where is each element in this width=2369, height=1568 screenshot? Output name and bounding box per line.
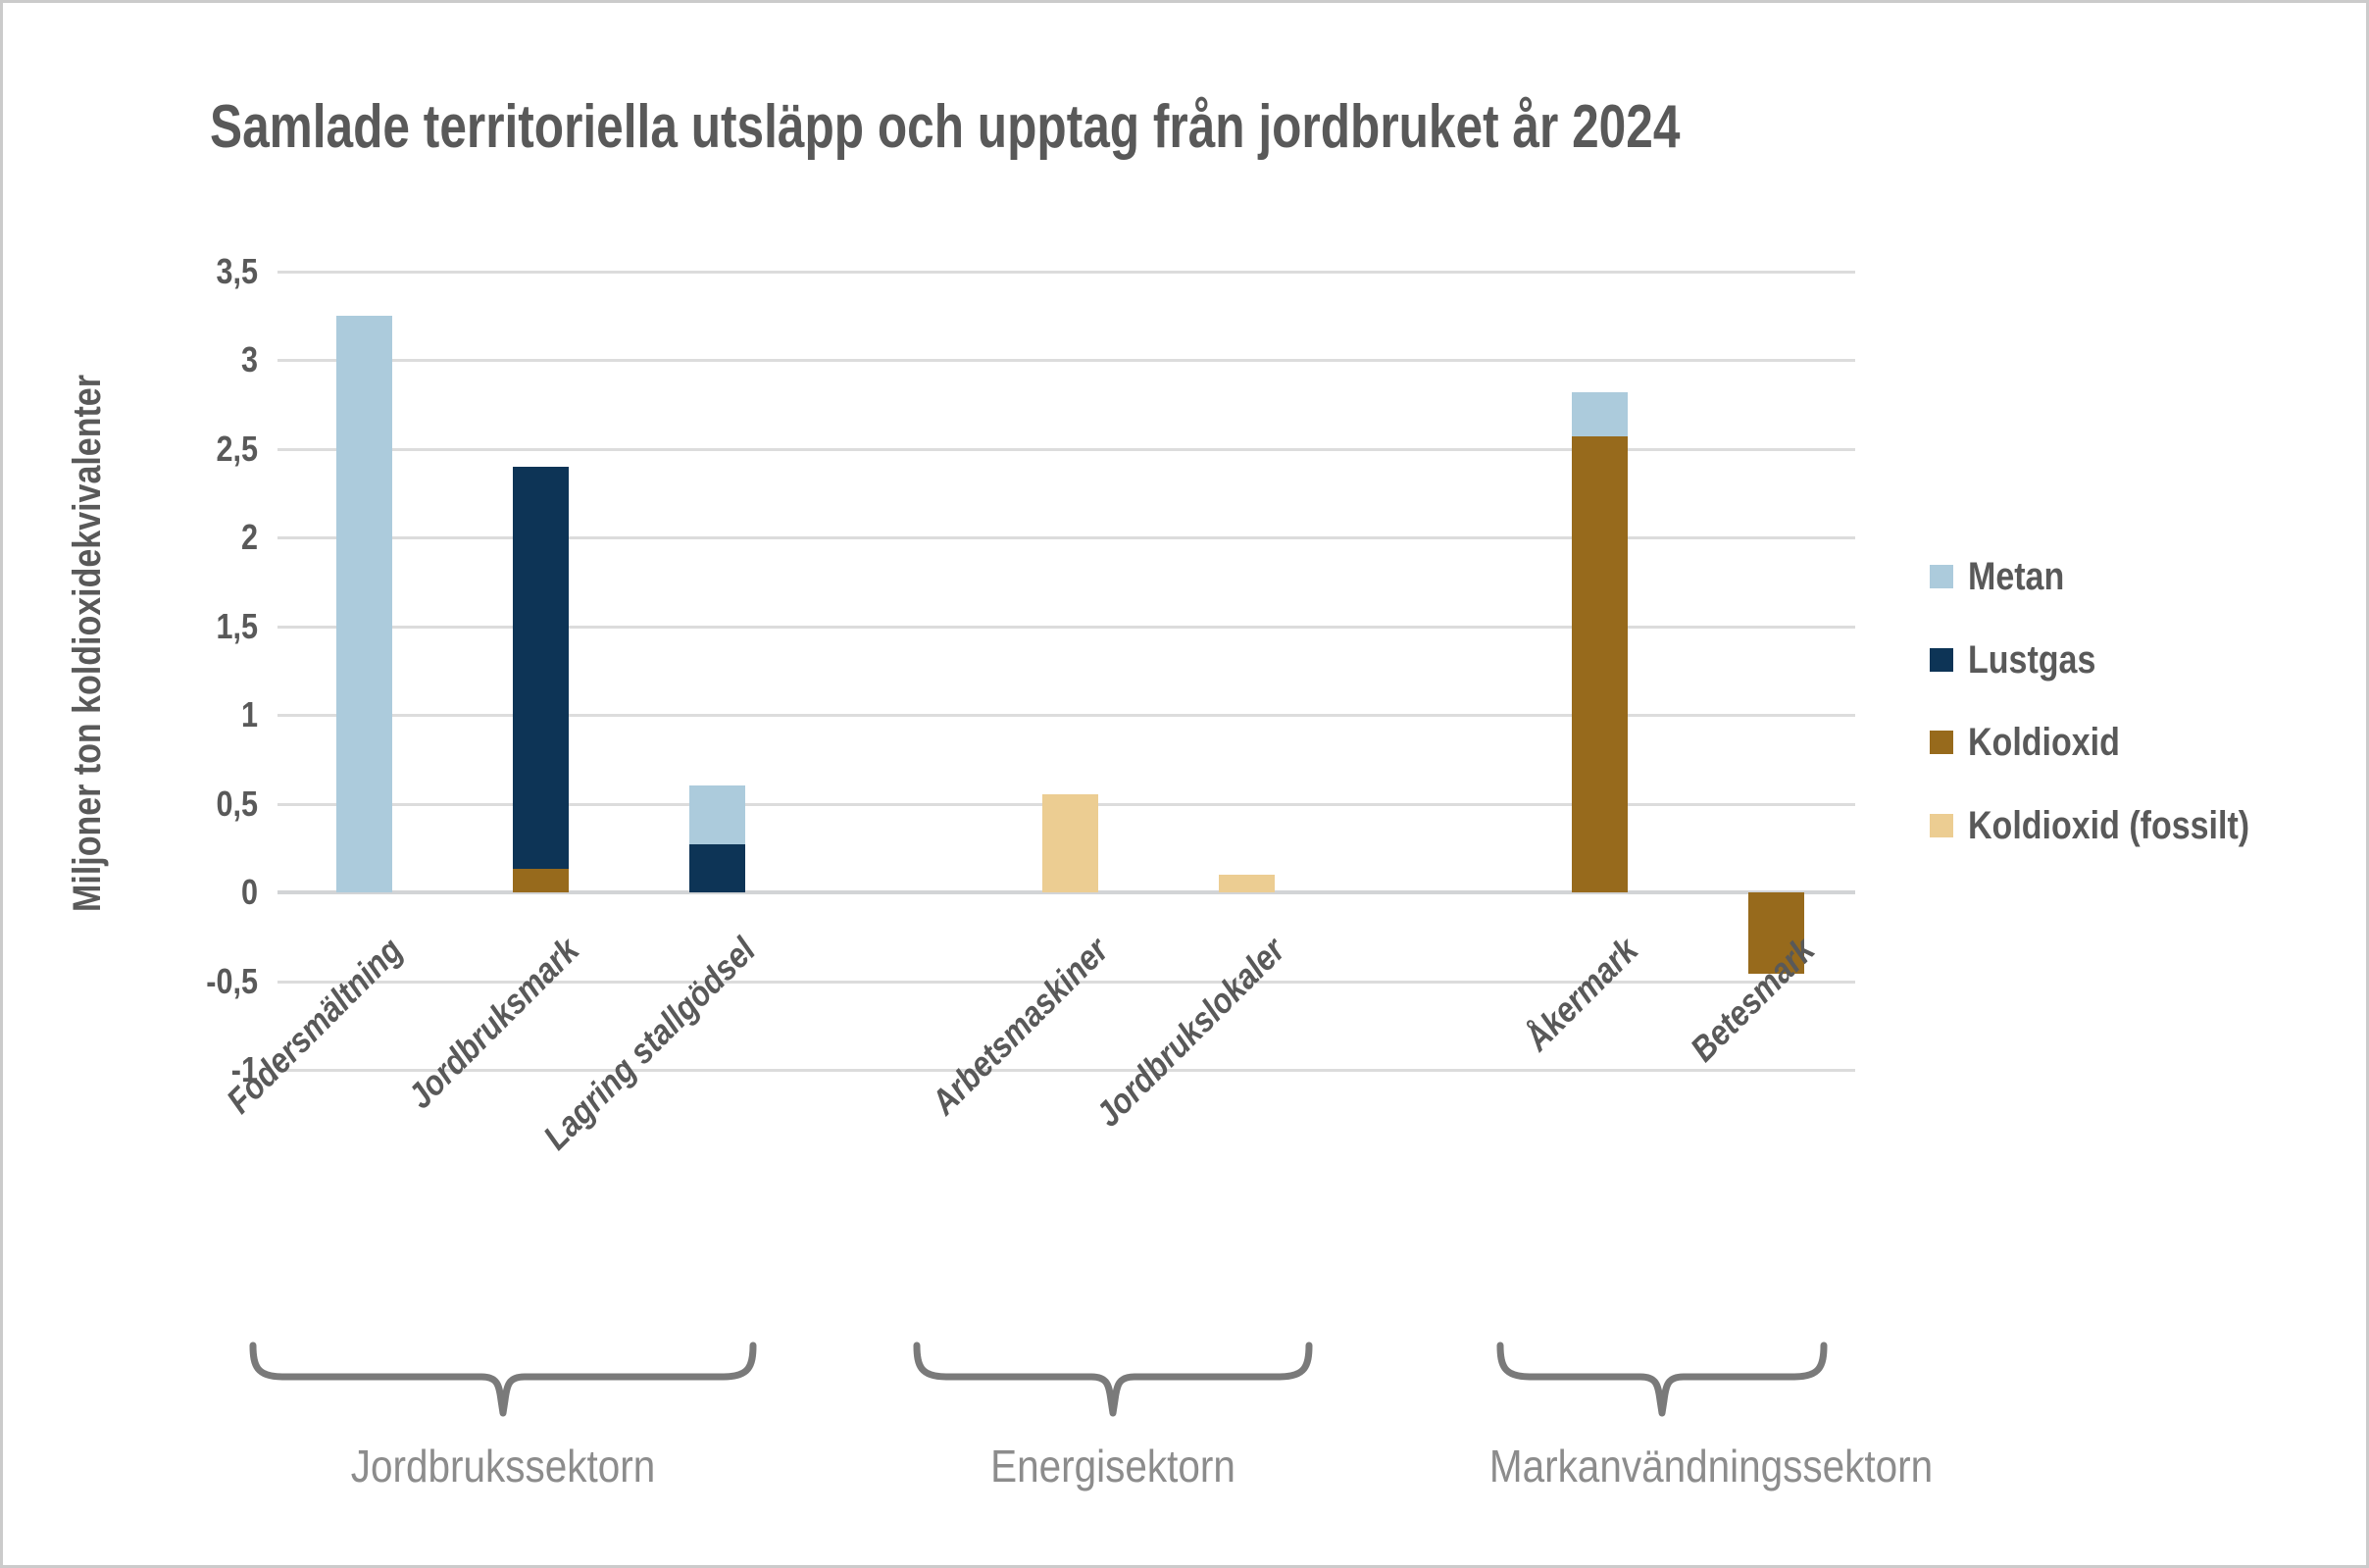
- bar-segment-metan: [336, 315, 392, 892]
- legend-swatch: [1930, 565, 1953, 588]
- legend-item: Koldioxid: [1930, 721, 2146, 764]
- y-tick-label: 0,5: [42, 784, 258, 825]
- category-label: Lagring stallgödsel: [443, 930, 764, 1250]
- y-tick-label-text: 3: [240, 339, 258, 379]
- bar-segment-metan: [689, 785, 745, 845]
- y-tick-label: 2: [42, 517, 258, 558]
- y-tick-label: -1: [42, 1049, 258, 1090]
- gridline: [277, 714, 1855, 717]
- bar-segment-koldioxid-fossilt: [1219, 874, 1275, 892]
- category-label-text: Fodersmältning: [218, 930, 410, 1122]
- y-tick-label-text: 1,5: [216, 605, 258, 646]
- group-label: Energisektorn: [990, 1441, 1235, 1492]
- zero-gridline: [277, 890, 1855, 894]
- y-tick-label: -0,5: [42, 961, 258, 1002]
- y-tick-label-text: -0,5: [206, 960, 258, 1001]
- gridline: [277, 1069, 1855, 1072]
- y-tick-label-text: 2,5: [216, 428, 258, 469]
- chart-title-text: Samlade territoriella utsläpp och upptag…: [210, 93, 1681, 161]
- y-tick-label: 2,5: [42, 429, 258, 470]
- y-tick-label-text: 0: [240, 872, 258, 912]
- y-tick-label: 1: [42, 694, 258, 735]
- group-label: Markanvändningssektorn: [1488, 1441, 1934, 1492]
- category-label-text: Åkermark: [1516, 930, 1645, 1059]
- y-tick-label-text: 0,5: [216, 783, 258, 824]
- category-label: Betesmark: [1502, 930, 1823, 1250]
- category-label-text: Arbetsmaskiner: [923, 930, 1116, 1123]
- category-label: Jordbruksmark: [267, 930, 587, 1250]
- gridline: [277, 270, 1855, 274]
- y-tick-label-text: 2: [240, 517, 258, 557]
- category-label: Åkermark: [1326, 930, 1646, 1250]
- legend-swatch: [1930, 731, 1953, 754]
- legend-item: Lustgas: [1930, 638, 2118, 682]
- category-label: Jordbrukslokaler: [973, 930, 1293, 1250]
- category-label: Arbetsmaskiner: [796, 930, 1117, 1250]
- gridline: [277, 536, 1855, 539]
- bar-segment-koldioxid-fossilt: [1042, 794, 1098, 892]
- legend-swatch: [1930, 648, 1953, 672]
- bar-segment-koldioxid: [513, 869, 569, 892]
- gridline: [277, 625, 1855, 629]
- category-label-text: Jordbruksmark: [399, 930, 586, 1117]
- legend-item: Koldioxid (fossilt): [1930, 804, 2299, 847]
- chart-title: Samlade territoriella utsläpp och upptag…: [210, 92, 2047, 162]
- y-tick-label-text: 1: [240, 694, 258, 734]
- legend-label: Lustgas: [1968, 637, 2096, 682]
- bar-segment-koldioxid: [1748, 892, 1804, 975]
- bar-segment-koldioxid: [1572, 435, 1628, 892]
- group-brace: [913, 1341, 1313, 1417]
- y-tick-label: 3: [42, 339, 258, 380]
- y-tick-label: 1,5: [42, 606, 258, 647]
- y-tick-label: 3,5: [42, 251, 258, 292]
- y-tick-label-text: -1: [230, 1049, 258, 1089]
- legend-item: Metan: [1930, 555, 2082, 598]
- legend-label: Koldioxid: [1968, 720, 2120, 764]
- y-tick-label: 0: [42, 872, 258, 913]
- category-label-text: Jordbrukslokaler: [1087, 930, 1292, 1135]
- legend-swatch: [1930, 814, 1953, 837]
- group-brace: [249, 1341, 757, 1417]
- gridline: [277, 980, 1855, 984]
- gridline: [277, 359, 1855, 362]
- bar-segment-lustgas: [689, 844, 745, 892]
- y-tick-label-text: 3,5: [216, 250, 258, 291]
- legend-label: Metan: [1968, 554, 2065, 598]
- bar-segment-metan: [1572, 391, 1628, 436]
- gridline: [277, 447, 1855, 451]
- bar-segment-lustgas: [513, 466, 569, 870]
- legend-label: Koldioxid (fossilt): [1968, 803, 2250, 847]
- group-label: Jordbrukssektorn: [350, 1441, 656, 1492]
- group-brace: [1496, 1341, 1828, 1417]
